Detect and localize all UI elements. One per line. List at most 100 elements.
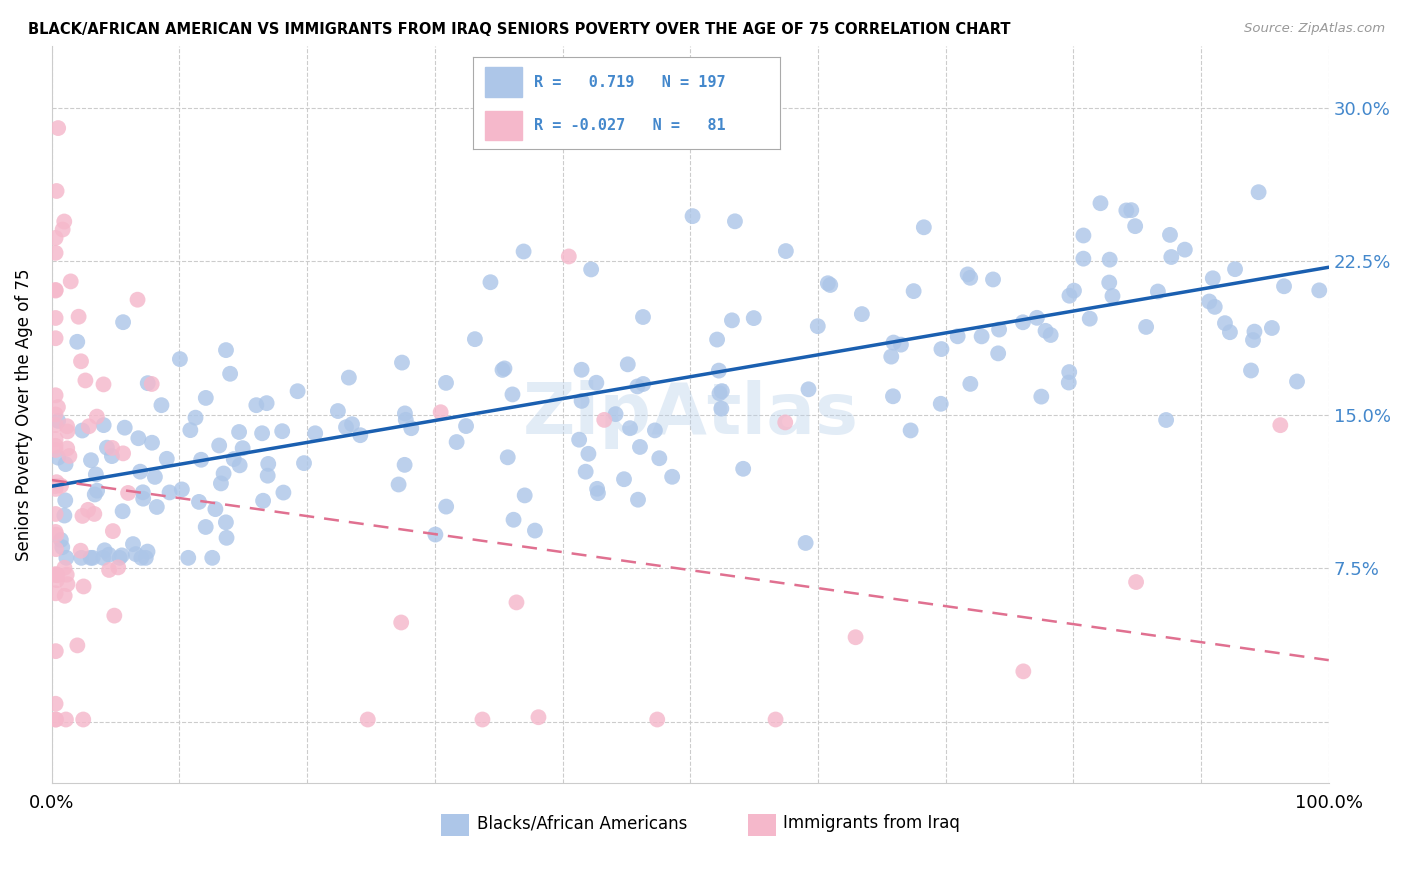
- Point: [970, 329, 993, 343]
- Point: [45, 568, 67, 582]
- Point: [232, 441, 254, 455]
- Point: [45, 713, 67, 727]
- Point: [1035, 324, 1057, 338]
- Point: [1012, 665, 1035, 679]
- Point: [586, 482, 609, 496]
- Point: [807, 319, 830, 334]
- Point: [988, 322, 1011, 336]
- Point: [571, 363, 593, 377]
- Point: [585, 376, 607, 390]
- Point: [45, 475, 67, 490]
- Point: [394, 458, 416, 472]
- Point: [83, 507, 105, 521]
- Point: [256, 396, 278, 410]
- Point: [724, 214, 747, 228]
- Point: [605, 407, 627, 421]
- Point: [1270, 418, 1292, 433]
- Point: [49, 479, 72, 493]
- Point: [1121, 203, 1143, 218]
- Point: [631, 310, 654, 324]
- Point: [1063, 284, 1085, 298]
- Point: [45, 388, 67, 402]
- Point: [575, 465, 598, 479]
- Point: [56, 442, 79, 456]
- Point: [512, 244, 534, 259]
- Point: [613, 472, 636, 486]
- Point: [817, 277, 839, 291]
- Point: [141, 435, 163, 450]
- Point: [626, 379, 648, 393]
- Point: [631, 376, 654, 391]
- Point: [1198, 294, 1220, 309]
- Text: ZipAtlas: ZipAtlas: [522, 380, 858, 449]
- Point: [56, 419, 79, 434]
- Point: [228, 458, 250, 473]
- Point: [956, 268, 979, 282]
- Point: [204, 502, 226, 516]
- Point: [86, 483, 108, 498]
- Point: [401, 421, 423, 435]
- Point: [194, 520, 217, 534]
- Point: [1039, 328, 1062, 343]
- Point: [219, 367, 242, 381]
- Point: [501, 387, 523, 401]
- Point: [578, 447, 600, 461]
- Point: [1101, 289, 1123, 303]
- Point: [170, 483, 193, 497]
- Point: [136, 376, 159, 391]
- Point: [98, 563, 121, 577]
- Point: [1098, 252, 1121, 267]
- Point: [45, 567, 67, 582]
- Point: [93, 377, 115, 392]
- Point: [93, 418, 115, 433]
- Point: [143, 470, 166, 484]
- Text: Blacks/African Americans: Blacks/African Americans: [477, 814, 688, 832]
- Point: [72, 424, 94, 438]
- Point: [505, 595, 527, 609]
- Point: [733, 462, 755, 476]
- Point: [82, 550, 104, 565]
- Point: [709, 386, 731, 401]
- Point: [387, 477, 409, 491]
- Point: [765, 713, 787, 727]
- Point: [287, 384, 309, 399]
- Point: [132, 491, 155, 506]
- Point: [228, 425, 250, 439]
- Point: [141, 376, 163, 391]
- Point: [250, 426, 273, 441]
- Point: [271, 424, 294, 438]
- Point: [72, 508, 94, 523]
- Point: [58, 449, 80, 463]
- Point: [1135, 320, 1157, 334]
- Point: [579, 262, 602, 277]
- Point: [706, 333, 728, 347]
- Point: [156, 451, 179, 466]
- Point: [912, 220, 935, 235]
- Point: [45, 310, 67, 325]
- Point: [70, 354, 93, 368]
- Point: [96, 441, 118, 455]
- Point: [129, 465, 152, 479]
- Point: [273, 485, 295, 500]
- Point: [326, 404, 349, 418]
- Point: [882, 389, 904, 403]
- Point: [710, 401, 733, 416]
- Point: [1057, 365, 1080, 379]
- Point: [45, 283, 67, 297]
- Point: [66, 334, 89, 349]
- Point: [1174, 243, 1197, 257]
- Point: [222, 452, 245, 467]
- Point: [1213, 316, 1236, 330]
- Point: [1073, 252, 1095, 266]
- Point: [45, 524, 67, 539]
- Point: [53, 214, 76, 228]
- Point: [357, 713, 380, 727]
- Point: [69, 543, 91, 558]
- Point: [257, 457, 280, 471]
- Point: [208, 438, 231, 452]
- Point: [337, 370, 360, 384]
- Point: [45, 432, 67, 446]
- Point: [464, 332, 486, 346]
- Point: [471, 713, 494, 727]
- Point: [46, 400, 69, 414]
